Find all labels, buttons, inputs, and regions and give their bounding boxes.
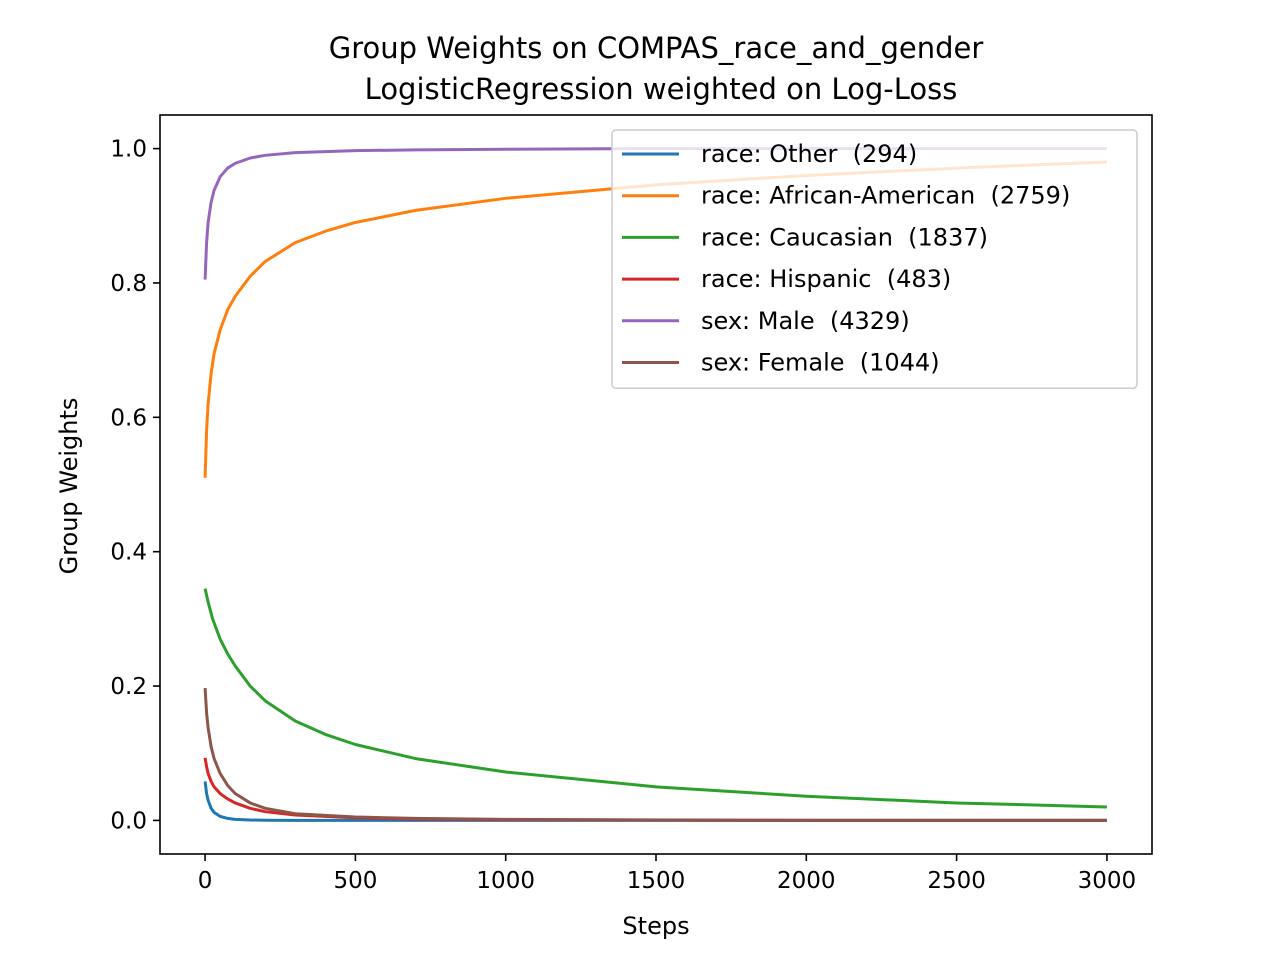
y-tick-label: 1.0 (110, 137, 147, 163)
x-tick-label: 3000 (1078, 868, 1137, 894)
series-line-5 (203, 687, 1107, 822)
legend-label-5: sex: Female (1044) (701, 349, 940, 377)
y-tick-label: 0.6 (110, 405, 147, 431)
legend-label-2: race: Caucasian (1837) (701, 223, 988, 251)
y-tick-label: 0.0 (110, 808, 147, 834)
x-axis-label: Steps (622, 912, 689, 940)
x-tick-label: 500 (333, 868, 377, 894)
y-axis-label: Group Weights (55, 398, 83, 575)
x-tick-label: 2000 (777, 868, 836, 894)
plot-area: 0 500 1000 1500 2000 2500 3000 0.0 0.2 0.4 0.6 0.8 1… (110, 114, 1153, 894)
chart-subtitle: LogisticRegression weighted on Log-Loss (365, 72, 958, 106)
y-tick-label: 0.8 (110, 271, 147, 297)
legend-box (611, 129, 1138, 389)
y-tick-label: 0.2 (110, 674, 147, 700)
x-tick-label: 0 (198, 868, 213, 894)
series-line-4 (203, 147, 1107, 280)
legend-label-3: race: Hispanic (483) (701, 265, 951, 293)
series-line-2 (203, 588, 1107, 809)
x-tick-label: 2500 (927, 868, 986, 894)
x-tick-label: 1000 (476, 868, 535, 894)
legend-label-4: sex: Male (4329) (701, 307, 910, 335)
legend-label-1: race: African-American (2759) (701, 182, 1070, 210)
x-tick-label: 1500 (627, 868, 686, 894)
legend-label-0: race: Other (294) (701, 140, 917, 168)
chart-title: Group Weights on COMPAS_race_and_gender (329, 31, 984, 65)
y-tick-label: 0.4 (110, 540, 147, 566)
legend: race: Other (294) race: African-American … (611, 129, 1138, 389)
